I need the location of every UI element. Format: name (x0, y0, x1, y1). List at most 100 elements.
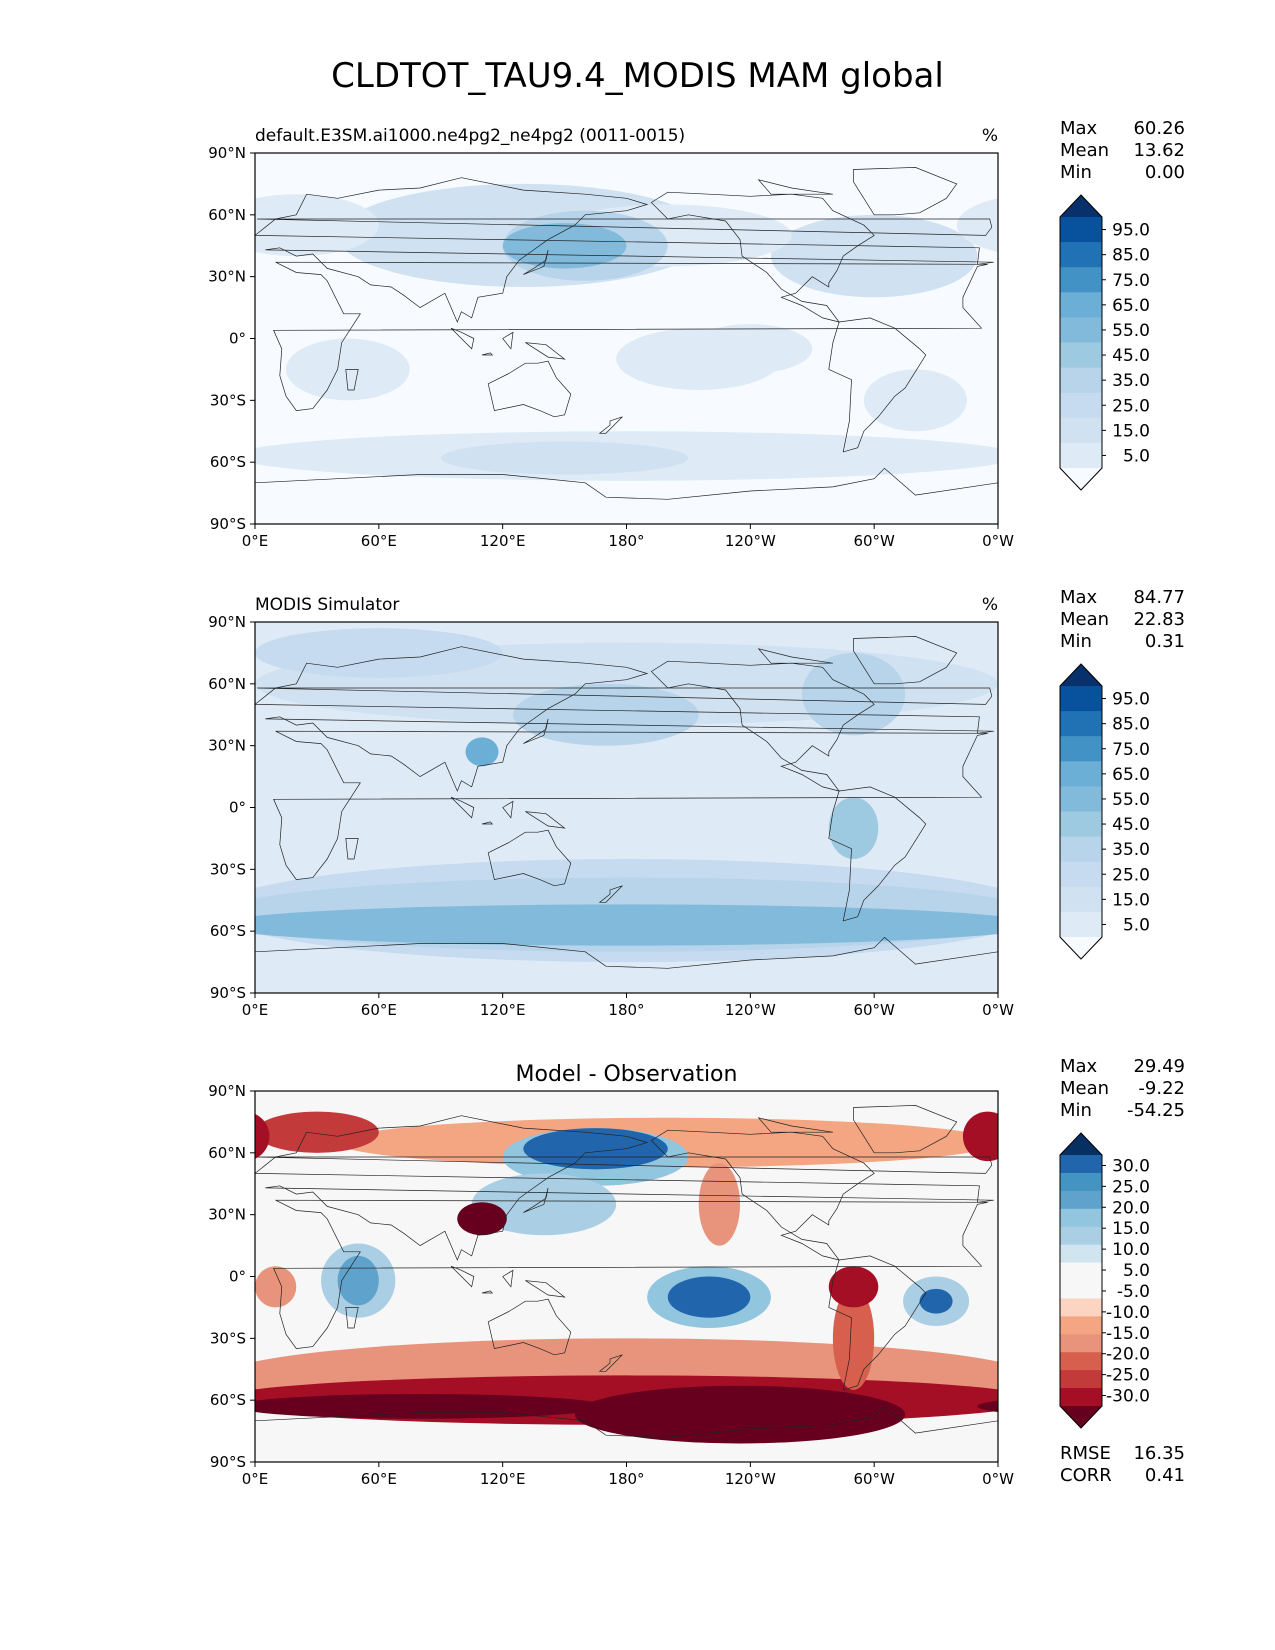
colorbar-tick-label: 55.0 (1112, 321, 1150, 341)
contour-region (502, 223, 627, 269)
colorbar-tick-label: 65.0 (1112, 296, 1150, 316)
coastline (828, 1255, 927, 1391)
contour-region (255, 1113, 270, 1159)
stat-label: Min (1060, 162, 1092, 183)
x-tick-label: 180° (608, 1470, 644, 1488)
stat-label: Max (1060, 118, 1098, 139)
contour-region (1256, 684, 1275, 746)
colorbar-segment (1060, 1244, 1102, 1264)
contour-region (1204, 783, 1275, 832)
stat-value: 84.77 (1133, 587, 1185, 608)
y-tick-label: 90°S (210, 984, 246, 1002)
contour-region (688, 324, 813, 374)
coastline (257, 218, 993, 236)
colorbar-tick-label: 35.0 (1112, 371, 1150, 391)
y-tick-label: 30°S (210, 860, 246, 878)
colorbar-outline (1059, 1132, 1103, 1429)
colorbar-segment (1060, 1388, 1102, 1407)
coastline (255, 936, 998, 993)
coastline (757, 1117, 833, 1133)
coastline (481, 1290, 494, 1294)
colorbar-segment (1060, 1352, 1102, 1371)
x-tick-label: 0°W (982, 532, 1014, 550)
colorbar-tick-label: 15.0 (1112, 890, 1150, 910)
contour-region (0, 1386, 162, 1444)
stat-value: -54.25 (1127, 1100, 1185, 1121)
colorbar-tick-label: 55.0 (1112, 790, 1150, 810)
contour-region (255, 194, 379, 257)
colorbar-segment (1060, 836, 1102, 863)
coastline (523, 1187, 549, 1213)
colorbar-segment (1060, 911, 1102, 938)
coastline (828, 317, 927, 453)
contour-region (512, 683, 699, 746)
stat-label: Max (1060, 1056, 1098, 1077)
colorbar-segment (1060, 1208, 1102, 1228)
colorbar-segment (1060, 1172, 1102, 1192)
y-tick-label: 60°N (208, 1144, 246, 1162)
coastline (828, 786, 927, 922)
colorbar: 95.0 85.0 75.0 65.0 55.0 45.0 35.0 25.0 15.0 5.0 (1059, 194, 1150, 491)
coastline (450, 1265, 475, 1288)
x-tick-label: 0°W (982, 1470, 1014, 1488)
x-tick-label: 180° (608, 1001, 644, 1019)
contour-region (1246, 223, 1275, 268)
stat-label: Min (1060, 631, 1092, 652)
colorbar-extend-min (1060, 937, 1102, 959)
coastline (255, 1115, 994, 1261)
coastline (502, 331, 514, 350)
colorbar-tick-label: 75.0 (1112, 271, 1150, 291)
coastline (853, 1105, 958, 1154)
x-tick-label: 120°E (480, 1001, 526, 1019)
coastline (345, 369, 359, 391)
contour-region (962, 1111, 998, 1162)
contour-region (1215, 1173, 1275, 1235)
contour-region (59, 653, 162, 735)
contour-region (255, 1393, 606, 1419)
contour-region (956, 898, 998, 931)
colorbar-segment (1060, 786, 1102, 812)
x-tick-label: 60°W (853, 532, 895, 550)
map-field (0, 622, 1275, 993)
colorbar-tick-label: 35.0 (1112, 840, 1150, 860)
contour-region (828, 1266, 879, 1308)
coastline (650, 1129, 875, 1261)
colorbar-tick-label: 5.0 (1123, 446, 1150, 466)
contour-region (1184, 442, 1275, 475)
contour-region (0, 783, 131, 832)
stat-value: 0.31 (1145, 631, 1185, 652)
colorbar-tick-label: 45.0 (1112, 815, 1150, 835)
contour-region (255, 916, 297, 934)
colorbar-tick-label: 20.0 (1112, 1198, 1150, 1218)
contour-region (828, 797, 879, 860)
stat-label: Mean (1060, 609, 1109, 630)
contour-region (977, 448, 998, 464)
contour-region (770, 214, 978, 298)
coastlines (255, 167, 998, 524)
panel-units: % (982, 126, 998, 146)
y-tick-label: 90°S (210, 1453, 246, 1471)
colorbar-tick-label: 85.0 (1112, 246, 1150, 266)
stat-value: 16.35 (1133, 1443, 1185, 1464)
colorbar-tick-label: -15.0 (1106, 1324, 1150, 1344)
y-tick-label: 30°N (208, 268, 246, 286)
contour-region (1081, 184, 1275, 287)
contour-region (121, 369, 224, 431)
contour-region (160, 1277, 226, 1326)
coastline (450, 327, 475, 350)
contour-region (1266, 1128, 1275, 1169)
colorbar-extend-min (1060, 468, 1102, 490)
contour-region (28, 215, 234, 297)
colorbar-segment (1060, 1370, 1102, 1389)
coastline (523, 249, 549, 275)
x-tick-label: 180° (608, 532, 644, 550)
stat-value: 0.00 (1145, 162, 1185, 183)
colorbar-segment (1060, 392, 1102, 419)
colorbar-segment (1060, 1334, 1102, 1353)
coastline (255, 467, 998, 524)
contour-region (255, 1361, 297, 1398)
x-tick-label: 0°E (242, 1470, 269, 1488)
contour-region (0, 328, 38, 390)
coastline (757, 648, 833, 664)
